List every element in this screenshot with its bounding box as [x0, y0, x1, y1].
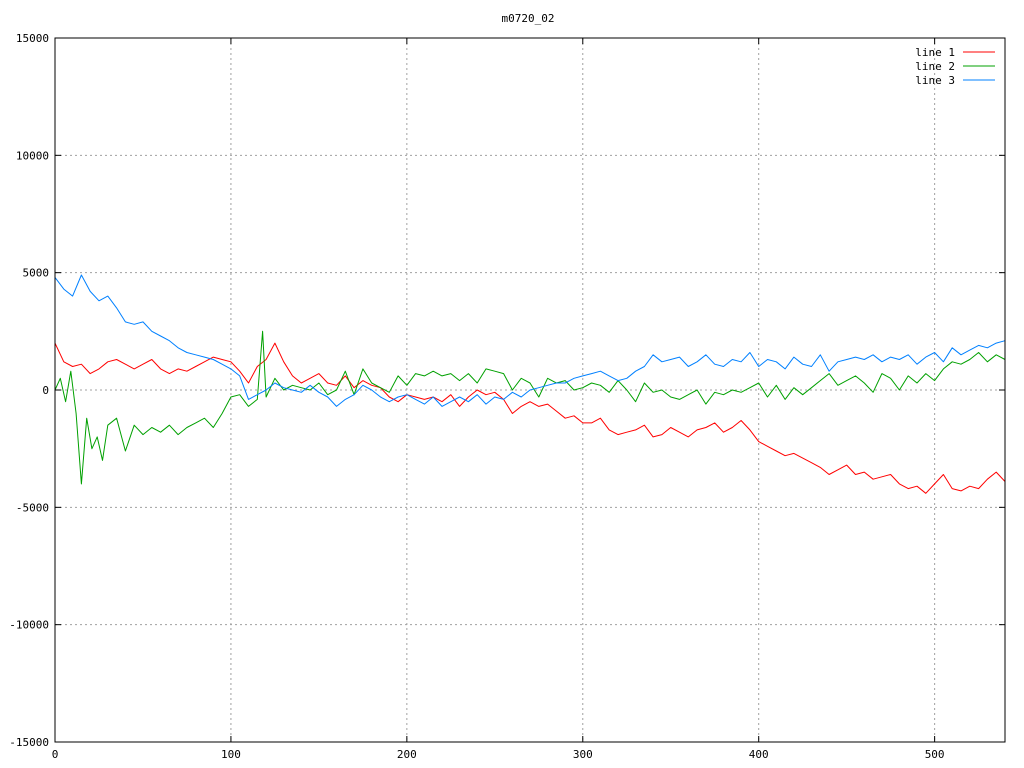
y-tick-label: -10000: [9, 619, 49, 632]
y-tick-label: -15000: [9, 736, 49, 749]
x-tick-label: 300: [573, 748, 593, 761]
grid-lines: [55, 38, 1005, 742]
x-tick-label: 500: [925, 748, 945, 761]
y-tick-label: 10000: [16, 149, 49, 162]
y-tick-label: 5000: [23, 267, 50, 280]
x-tick-label: 100: [221, 748, 241, 761]
legend-label-2: line 2: [915, 60, 955, 73]
x-tick-label: 0: [52, 748, 59, 761]
series-layer: [54, 274, 1006, 494]
y-tick-label: -5000: [16, 501, 49, 514]
axis-ticks: 0 100 200 300 400 500 15000 10000 5000 0 -5000 -100…: [9, 32, 1005, 761]
legend-label-1: line 1: [915, 46, 955, 59]
y-tick-label: 0: [42, 384, 49, 397]
series-line-2: [54, 330, 1006, 485]
x-tick-label: 200: [397, 748, 417, 761]
x-tick-label: 400: [749, 748, 769, 761]
series-line-1: [54, 342, 1006, 494]
chart-title: m0720_02: [502, 12, 555, 25]
legend-label-3: line 3: [915, 74, 955, 87]
series-line-3: [54, 274, 1006, 407]
y-tick-label: 15000: [16, 32, 49, 45]
